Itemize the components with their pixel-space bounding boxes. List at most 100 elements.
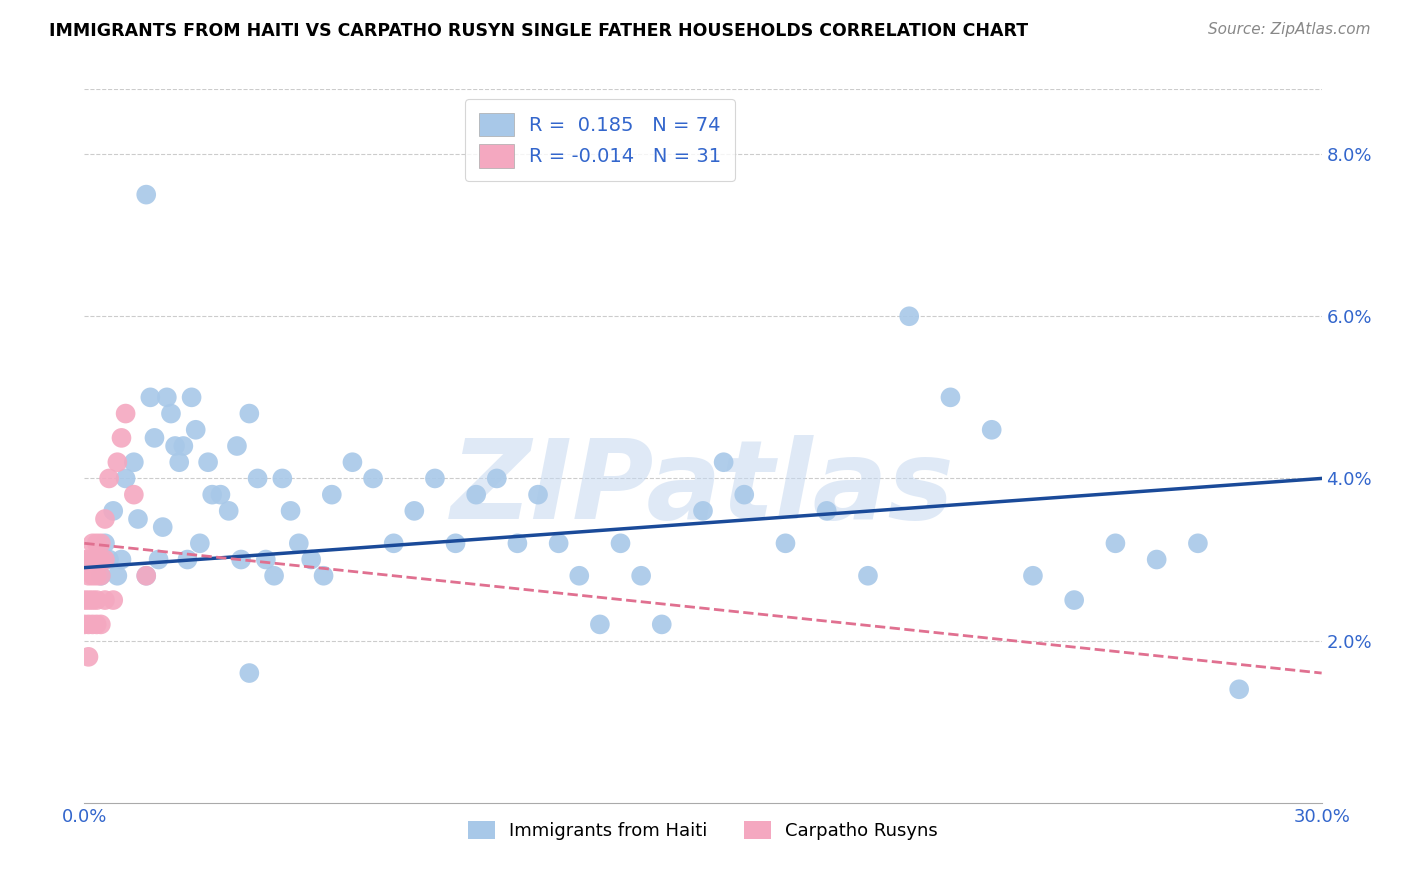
- Point: [1187, 536, 1209, 550]
- Point: [105, 568, 128, 582]
- Point: [238, 666, 260, 681]
- Point: [90, 617, 112, 632]
- Point: [77, 568, 100, 582]
- Point: [589, 617, 612, 632]
- Point: [630, 568, 652, 582]
- Point: [733, 488, 755, 502]
- Point: [135, 568, 157, 582]
- Point: [94, 512, 117, 526]
- Point: [77, 649, 100, 664]
- Point: [980, 423, 1002, 437]
- Point: [90, 568, 112, 582]
- Point: [226, 439, 249, 453]
- Point: [201, 488, 224, 502]
- Point: [775, 536, 797, 550]
- Point: [229, 552, 252, 566]
- Point: [98, 471, 121, 485]
- Point: [114, 407, 136, 421]
- Point: [1022, 568, 1045, 582]
- Point: [209, 488, 232, 502]
- Point: [485, 471, 508, 485]
- Point: [527, 488, 550, 502]
- Point: [713, 455, 735, 469]
- Point: [110, 552, 132, 566]
- Point: [156, 390, 179, 404]
- Point: [609, 536, 631, 550]
- Point: [321, 488, 343, 502]
- Point: [98, 552, 121, 566]
- Legend: Immigrants from Haiti, Carpatho Rusyns: Immigrants from Haiti, Carpatho Rusyns: [461, 814, 945, 847]
- Point: [90, 568, 112, 582]
- Point: [103, 504, 125, 518]
- Point: [423, 471, 446, 485]
- Point: [238, 407, 260, 421]
- Point: [94, 552, 117, 566]
- Point: [651, 617, 673, 632]
- Point: [73, 617, 96, 632]
- Point: [94, 593, 117, 607]
- Point: [82, 552, 104, 566]
- Point: [127, 512, 149, 526]
- Point: [547, 536, 569, 550]
- Point: [90, 536, 112, 550]
- Point: [148, 552, 170, 566]
- Point: [939, 390, 962, 404]
- Point: [82, 617, 104, 632]
- Point: [82, 593, 104, 607]
- Point: [122, 488, 145, 502]
- Point: [86, 593, 108, 607]
- Point: [815, 504, 838, 518]
- Point: [299, 552, 322, 566]
- Point: [180, 390, 202, 404]
- Point: [122, 455, 145, 469]
- Point: [86, 536, 108, 550]
- Point: [139, 390, 162, 404]
- Point: [280, 504, 302, 518]
- Point: [77, 552, 100, 566]
- Point: [1104, 536, 1126, 550]
- Point: [114, 471, 136, 485]
- Point: [86, 568, 108, 582]
- Point: [197, 455, 219, 469]
- Point: [86, 552, 108, 566]
- Point: [465, 488, 488, 502]
- Point: [73, 593, 96, 607]
- Point: [271, 471, 294, 485]
- Point: [288, 536, 311, 550]
- Point: [110, 431, 132, 445]
- Point: [898, 310, 921, 324]
- Text: IMMIGRANTS FROM HAITI VS CARPATHO RUSYN SINGLE FATHER HOUSEHOLDS CORRELATION CHA: IMMIGRANTS FROM HAITI VS CARPATHO RUSYN …: [49, 22, 1028, 40]
- Point: [692, 504, 714, 518]
- Point: [246, 471, 269, 485]
- Point: [167, 455, 190, 469]
- Point: [90, 552, 112, 566]
- Point: [188, 536, 211, 550]
- Point: [1063, 593, 1085, 607]
- Text: Source: ZipAtlas.com: Source: ZipAtlas.com: [1208, 22, 1371, 37]
- Point: [82, 536, 104, 550]
- Point: [103, 593, 125, 607]
- Point: [135, 187, 157, 202]
- Point: [184, 423, 207, 437]
- Point: [254, 552, 277, 566]
- Point: [568, 568, 591, 582]
- Point: [86, 617, 108, 632]
- Point: [176, 552, 198, 566]
- Point: [77, 593, 100, 607]
- Point: [404, 504, 426, 518]
- Point: [73, 552, 96, 566]
- Point: [143, 431, 166, 445]
- Point: [361, 471, 384, 485]
- Text: ZIPatlas: ZIPatlas: [451, 435, 955, 542]
- Point: [77, 617, 100, 632]
- Point: [382, 536, 405, 550]
- Point: [263, 568, 285, 582]
- Point: [160, 407, 183, 421]
- Point: [506, 536, 529, 550]
- Point: [312, 568, 335, 582]
- Point: [165, 439, 187, 453]
- Point: [1146, 552, 1168, 566]
- Point: [82, 568, 104, 582]
- Point: [444, 536, 467, 550]
- Point: [94, 536, 117, 550]
